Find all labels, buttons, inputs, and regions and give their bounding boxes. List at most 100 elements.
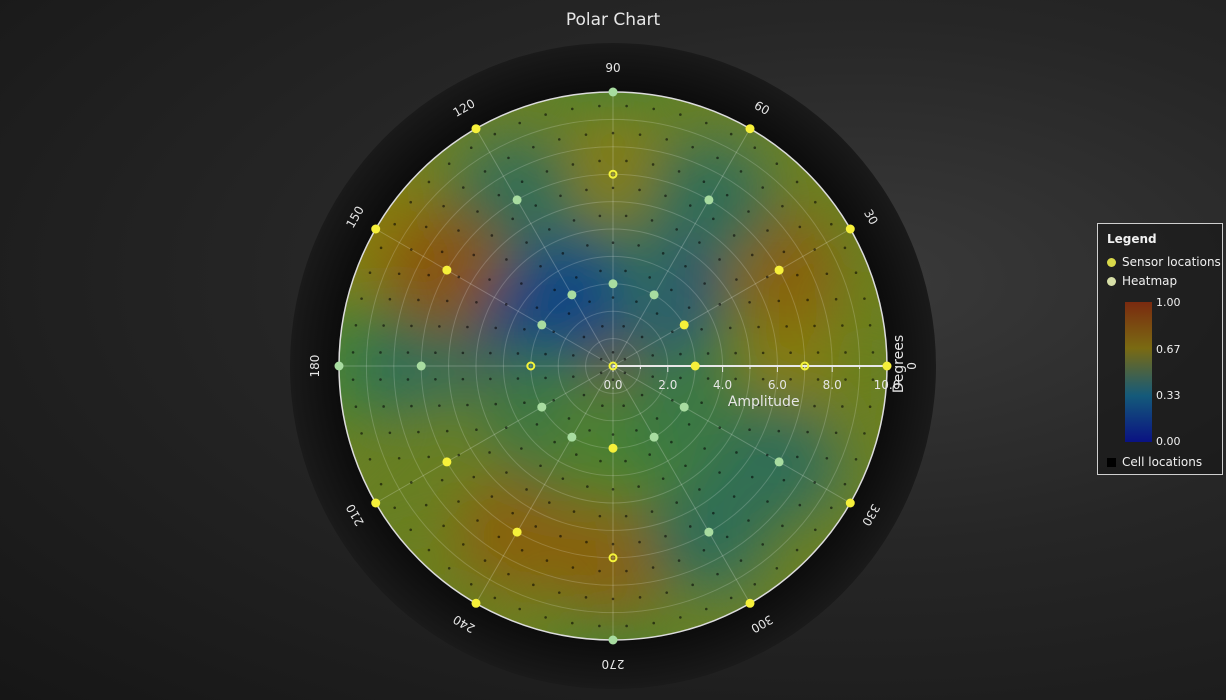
cell-location	[532, 145, 535, 149]
cell-location	[650, 510, 654, 513]
sensor-point[interactable]	[745, 598, 755, 608]
angular-gridline	[375, 228, 614, 367]
legend-item-heatmap[interactable]: Heatmap	[1107, 274, 1177, 288]
sensor-point[interactable]	[882, 361, 892, 371]
cell-location	[438, 325, 441, 328]
sensor-point[interactable]	[800, 361, 810, 371]
sensor-point[interactable]	[608, 443, 618, 453]
cell-location	[447, 162, 451, 166]
cell-location	[417, 298, 420, 302]
cell-location	[625, 104, 628, 108]
cell-location	[539, 264, 542, 268]
cell-location	[393, 222, 396, 226]
sensor-point[interactable]	[567, 432, 577, 442]
cell-location	[442, 524, 445, 528]
sensor-point[interactable]	[442, 265, 452, 275]
cell-location	[635, 300, 638, 303]
sensor-point[interactable]	[649, 432, 659, 442]
cell-location	[483, 559, 487, 562]
cell-square-icon	[1107, 457, 1116, 467]
angular-tick-label: 30	[861, 207, 881, 227]
sensor-point[interactable]	[608, 87, 618, 97]
heatmap-dot-icon	[1107, 276, 1116, 286]
cell-location	[488, 278, 491, 281]
cell-location	[572, 219, 576, 222]
legend-label: Sensor locations	[1122, 255, 1221, 269]
cell-location	[688, 525, 692, 528]
cell-location	[379, 482, 383, 486]
cell-location	[624, 269, 627, 273]
legend-item-sensor-locations[interactable]: Sensor locations	[1107, 255, 1221, 269]
cell-location	[702, 180, 706, 183]
cell-location	[548, 501, 551, 504]
cell-location	[599, 371, 603, 375]
sensor-point[interactable]	[608, 553, 618, 563]
sensor-point[interactable]	[679, 320, 689, 330]
cell-location	[664, 194, 667, 198]
cell-location	[523, 328, 526, 331]
cell-location	[679, 616, 682, 619]
angular-gridline	[375, 365, 614, 504]
cell-location	[427, 548, 431, 552]
sensor-point[interactable]	[537, 402, 547, 412]
sensor-point[interactable]	[537, 320, 547, 330]
cell-location	[638, 596, 642, 599]
cell-location	[475, 301, 478, 304]
cell-location	[702, 549, 706, 552]
sensor-point[interactable]	[608, 279, 618, 289]
cell-location	[775, 566, 779, 570]
sensor-point[interactable]	[649, 290, 659, 300]
sensor-point[interactable]	[704, 195, 714, 205]
cell-location	[638, 540, 641, 544]
cell-location	[651, 566, 655, 569]
cell-location	[434, 378, 437, 381]
sensor-point[interactable]	[512, 527, 522, 537]
sensor-point[interactable]	[845, 498, 855, 508]
sensor-point[interactable]	[608, 361, 618, 371]
cell-location	[747, 210, 750, 213]
sensor-point[interactable]	[512, 195, 522, 205]
legend-item-cell-locations[interactable]: Cell locations	[1107, 455, 1202, 469]
sensor-point[interactable]	[371, 224, 381, 234]
sensor-point[interactable]	[526, 361, 536, 371]
cell-location	[830, 222, 833, 226]
cell-location	[445, 299, 449, 303]
cell-location	[534, 204, 538, 207]
angular-gridline	[475, 365, 614, 604]
cell-location	[691, 583, 694, 587]
sensor-point[interactable]	[416, 361, 426, 371]
cell-location	[427, 180, 431, 184]
sensor-point[interactable]	[371, 498, 381, 508]
cell-location	[511, 511, 514, 515]
sensor-point[interactable]	[845, 224, 855, 234]
cell-location	[354, 323, 358, 327]
cell-location	[795, 180, 799, 184]
sensor-point[interactable]	[745, 124, 755, 134]
cell-locations-layer	[351, 104, 875, 628]
cell-location	[706, 377, 710, 380]
sensor-point[interactable]	[774, 457, 784, 467]
sensor-point[interactable]	[608, 635, 618, 645]
sensor-point[interactable]	[471, 598, 481, 608]
cell-location	[611, 378, 615, 382]
cell-location	[624, 459, 627, 463]
sensor-point[interactable]	[608, 169, 618, 179]
cell-location	[679, 113, 682, 116]
cell-location	[834, 297, 838, 301]
sensor-point[interactable]	[567, 290, 577, 300]
sensor-point[interactable]	[442, 457, 452, 467]
sensor-point[interactable]	[679, 402, 689, 412]
radial-tick-label: 2.0	[658, 378, 677, 392]
cell-location	[655, 312, 659, 315]
sensor-point[interactable]	[690, 361, 700, 371]
sensor-point[interactable]	[334, 361, 344, 371]
cell-location	[789, 378, 792, 381]
cell-location	[712, 511, 715, 515]
sensor-point[interactable]	[774, 265, 784, 275]
cell-location	[388, 431, 392, 435]
sensor-point[interactable]	[704, 527, 714, 537]
cell-location	[638, 188, 641, 192]
cell-location	[572, 510, 576, 513]
cell-location	[796, 273, 799, 277]
sensor-point[interactable]	[471, 124, 481, 134]
